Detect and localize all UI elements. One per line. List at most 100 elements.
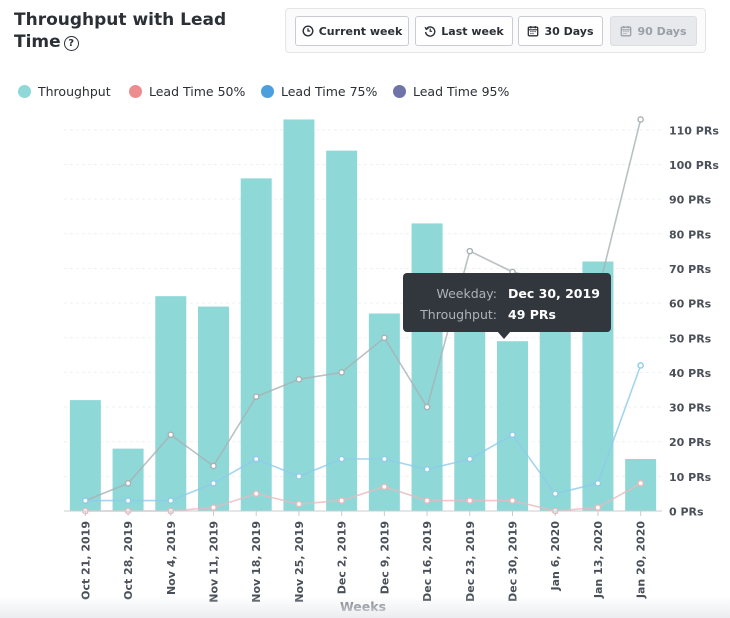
- line-point: [423, 403, 431, 411]
- throughput-bars: [69, 119, 657, 512]
- line-point: [594, 479, 602, 487]
- tooltip-row-weekday: Weekday: Dec 30, 2019: [403, 286, 611, 304]
- last-week-button[interactable]: Last week: [415, 16, 513, 46]
- line-point: [466, 497, 474, 504]
- line-point: [381, 483, 388, 491]
- x-tick-label: Oct 21, 2019: [79, 521, 92, 600]
- 30-days-button[interactable]: 30 Days: [518, 16, 603, 46]
- legend-dot-throughput: [18, 85, 31, 98]
- legend-label-lead-time-95: Lead Time 95%: [413, 84, 510, 99]
- question-circle-icon[interactable]: ?: [63, 36, 79, 51]
- line-point: [295, 500, 303, 508]
- line-point: [423, 497, 431, 504]
- x-tick-label: Jan 13, 2020: [592, 521, 605, 599]
- line-point: [295, 473, 303, 480]
- y-tick-label: 100 PRs: [669, 159, 719, 172]
- line-point: [466, 455, 474, 463]
- line-point: [637, 116, 644, 123]
- y-tick-label: 110 PRs: [669, 124, 719, 137]
- legend-label-lead-time-50: Lead Time 50%: [149, 84, 246, 99]
- last-week-label: Last week: [441, 24, 504, 38]
- bar-throughput: [326, 150, 358, 511]
- chart-title-text: Throughput with Lead Time: [14, 10, 227, 52]
- tooltip-value-throughput: 49 PRs: [508, 307, 556, 322]
- line-point: [637, 362, 644, 369]
- y-tick-label: 80 PRs: [669, 228, 712, 241]
- y-tick-label: 50 PRs: [669, 332, 712, 345]
- line-point: [338, 497, 345, 504]
- x-tick-label: Dec 9, 2019: [378, 521, 391, 594]
- x-tick-label: Nov 25, 2019: [293, 521, 306, 603]
- bar-throughput: [454, 330, 486, 511]
- line-point: [210, 479, 217, 487]
- line-point: [338, 369, 345, 376]
- line-point: [551, 490, 559, 497]
- line-point: [381, 334, 388, 342]
- date-range-toggle: Current week Last week 30 Days 90 Days: [285, 8, 706, 53]
- line-point: [210, 462, 217, 470]
- x-tick-label: Dec 16, 2019: [421, 521, 434, 602]
- series-lead-time-75-: [82, 362, 644, 504]
- history-icon: [424, 26, 436, 37]
- line-path: [85, 482, 641, 512]
- bar-throughput: [283, 119, 315, 511]
- y-tick-label: 10 PRs: [669, 471, 712, 484]
- bar-throughput: [155, 296, 187, 511]
- line-path: [85, 365, 642, 502]
- bar-throughput: [240, 178, 272, 512]
- calendar-icon: [621, 26, 632, 37]
- line-point: [381, 455, 388, 463]
- y-tick-label: 60 PRs: [669, 298, 712, 311]
- x-tick-label: Dec 30, 2019: [507, 521, 520, 602]
- line-point: [594, 504, 602, 511]
- tooltip-row-throughput: Throughput: 49 PRs: [403, 307, 611, 325]
- line-point: [338, 455, 345, 463]
- tooltip-label-weekday: Weekday:: [436, 286, 497, 301]
- y-tick-label: 0 PRs: [669, 506, 704, 519]
- chart-tooltip: Weekday: Dec 30, 2019 Throughput: 49 PRs: [403, 273, 611, 332]
- legend-item-lead-time-50[interactable]: Lead Time 50%: [129, 84, 245, 99]
- x-tick-label: Dec 2, 2019: [336, 521, 349, 594]
- clock-icon: [302, 25, 314, 37]
- bar-throughput: [539, 323, 571, 511]
- line-point: [82, 497, 89, 504]
- bottom-scroll-shadow: [0, 596, 730, 618]
- y-tick-label: 30 PRs: [669, 402, 712, 415]
- line-point: [295, 376, 303, 383]
- bar-throughput: [368, 313, 400, 511]
- tooltip-pointer: [497, 331, 511, 339]
- chart-title: Throughput with Lead Time?: [14, 9, 264, 53]
- x-tick-label: Nov 11, 2019: [208, 521, 221, 603]
- legend-dot-lead-time-95: [393, 85, 406, 98]
- legend-item-lead-time-95[interactable]: Lead Time 95%: [393, 84, 509, 99]
- 90-days-button[interactable]: 90 Days: [610, 16, 697, 46]
- line-point: [124, 497, 132, 504]
- legend-label-throughput: Throughput: [38, 84, 111, 99]
- line-point: [509, 497, 516, 504]
- current-week-button[interactable]: Current week: [295, 16, 409, 46]
- y-tick-label: 20 PRs: [669, 436, 712, 449]
- tooltip-label-throughput: Throughput:: [420, 307, 497, 322]
- series-lead-time-50-: [82, 479, 644, 515]
- tooltip-value-weekday: Dec 30, 2019: [508, 286, 600, 301]
- legend-dot-lead-time-75: [261, 85, 274, 98]
- line-point: [167, 497, 175, 504]
- legend-item-throughput[interactable]: Throughput: [18, 84, 111, 99]
- x-tick-label: Oct 28, 2019: [122, 521, 135, 600]
- current-week-label: Current week: [318, 24, 403, 38]
- line-point: [252, 490, 260, 497]
- legend-dot-lead-time-50: [129, 85, 142, 98]
- x-tick-label: Jan 20, 2020: [635, 521, 648, 599]
- line-point: [210, 504, 217, 511]
- x-tick-label: Dec 23, 2019: [464, 521, 477, 602]
- line-point: [509, 431, 516, 439]
- 30-days-label: 30 Days: [544, 24, 594, 38]
- legend-label-lead-time-75: Lead Time 75%: [281, 84, 378, 99]
- line-point: [167, 431, 175, 439]
- line-point: [252, 455, 260, 463]
- x-tick-label: Nov 4, 2019: [165, 521, 178, 595]
- x-tick-label: Nov 18, 2019: [250, 521, 263, 603]
- 90-days-label: 90 Days: [637, 24, 687, 38]
- legend-item-lead-time-75[interactable]: Lead Time 75%: [261, 84, 377, 99]
